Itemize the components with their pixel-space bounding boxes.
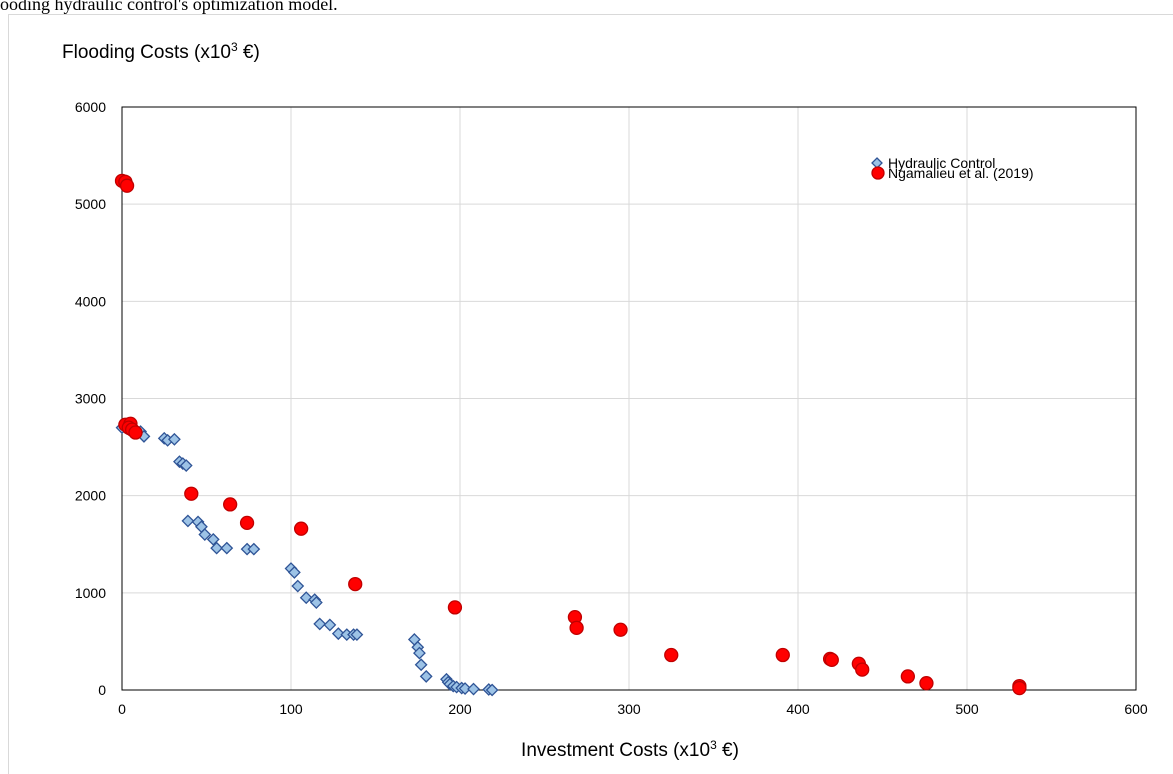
series-hydraulic-control	[115, 421, 499, 697]
data-point-diamond	[485, 683, 499, 697]
data-point-circle	[239, 515, 255, 531]
data-point-circle	[119, 178, 135, 193]
x-axis-ticks: 0 100 200 300 400 500 600	[118, 701, 1148, 717]
data-point-circle	[128, 425, 143, 440]
data-point-diamond	[323, 618, 337, 632]
x-tick-label: 300	[617, 701, 641, 717]
x-tick-label: 500	[955, 701, 979, 717]
x-axis-title: Investment Costs (x103 €)	[521, 738, 739, 761]
y-tick-label: 1000	[75, 585, 106, 601]
data-point-circle	[184, 486, 199, 501]
data-point-circle	[447, 600, 463, 615]
legend-label-hydraulic-control: Hydraulic Control	[888, 155, 995, 171]
data-point-circle	[613, 622, 628, 637]
y-tick-label: 3000	[75, 391, 106, 407]
data-point-circle	[855, 662, 870, 677]
y-axis-ticks: 0 1000 2000 3000 4000 5000 6000	[75, 99, 106, 698]
data-point-circle	[293, 521, 309, 536]
data-point-diamond	[467, 682, 480, 696]
data-point-diamond	[309, 596, 323, 609]
data-point-diamond	[331, 627, 345, 641]
data-point-diamond	[179, 459, 193, 472]
data-point-diamond	[414, 658, 428, 672]
grid-lines	[122, 107, 1136, 690]
data-point-diamond	[167, 432, 181, 446]
legend-item-ngamalieu: Ngamalieu et al. (2019)	[871, 165, 1034, 181]
x-tick-label: 100	[279, 701, 303, 717]
data-point-diamond	[287, 566, 301, 579]
x-tick-label: 0	[118, 701, 126, 717]
data-point-diamond	[419, 669, 433, 683]
data-point-circle	[775, 647, 790, 663]
data-point-diamond	[299, 591, 313, 605]
chart-frame	[8, 14, 1173, 774]
x-tick-label: 400	[786, 701, 810, 717]
data-point-diamond	[220, 541, 234, 555]
y-tick-label: 5000	[75, 196, 106, 212]
y-tick-label: 0	[98, 682, 106, 698]
data-point-diamond	[413, 646, 426, 660]
plot-area	[121, 106, 1137, 691]
legend-label-ngamalieu: Ngamalieu et al. (2019)	[888, 165, 1034, 181]
x-tick-label: 600	[1124, 701, 1148, 717]
y-axis-title: Flooding Costs (x103 €)	[62, 40, 260, 63]
data-point-diamond	[198, 528, 212, 541]
caption-text: ooding hydraulic control's optimization …	[0, 0, 338, 14]
y-tick-label: 2000	[75, 488, 106, 504]
data-point-diamond	[291, 579, 305, 593]
legend: Hydraulic Control Ngamalieu et al. (2019…	[871, 155, 1034, 181]
y-tick-label: 4000	[75, 293, 106, 309]
data-point-diamond	[458, 682, 472, 695]
data-point-diamond	[247, 542, 261, 556]
data-series	[114, 173, 1027, 697]
data-point-diamond	[350, 628, 364, 642]
data-point-circle	[919, 676, 934, 691]
series-ngamalieu	[114, 173, 1027, 696]
legend-circle-marker	[871, 166, 885, 180]
data-point-circle	[664, 647, 679, 663]
data-point-diamond	[181, 514, 195, 528]
data-point-circle	[569, 620, 584, 635]
data-point-circle	[348, 576, 363, 592]
legend-item-hydraulic-control: Hydraulic Control	[871, 155, 995, 171]
data-point-diamond	[210, 541, 224, 555]
y-tick-label: 6000	[75, 99, 106, 115]
data-point-circle	[1012, 680, 1027, 696]
data-point-diamond	[313, 617, 327, 631]
data-point-circle	[900, 669, 915, 684]
data-point-circle	[824, 652, 839, 668]
x-tick-label: 200	[448, 701, 472, 717]
data-point-diamond	[206, 532, 220, 546]
data-point-circle	[223, 497, 238, 512]
